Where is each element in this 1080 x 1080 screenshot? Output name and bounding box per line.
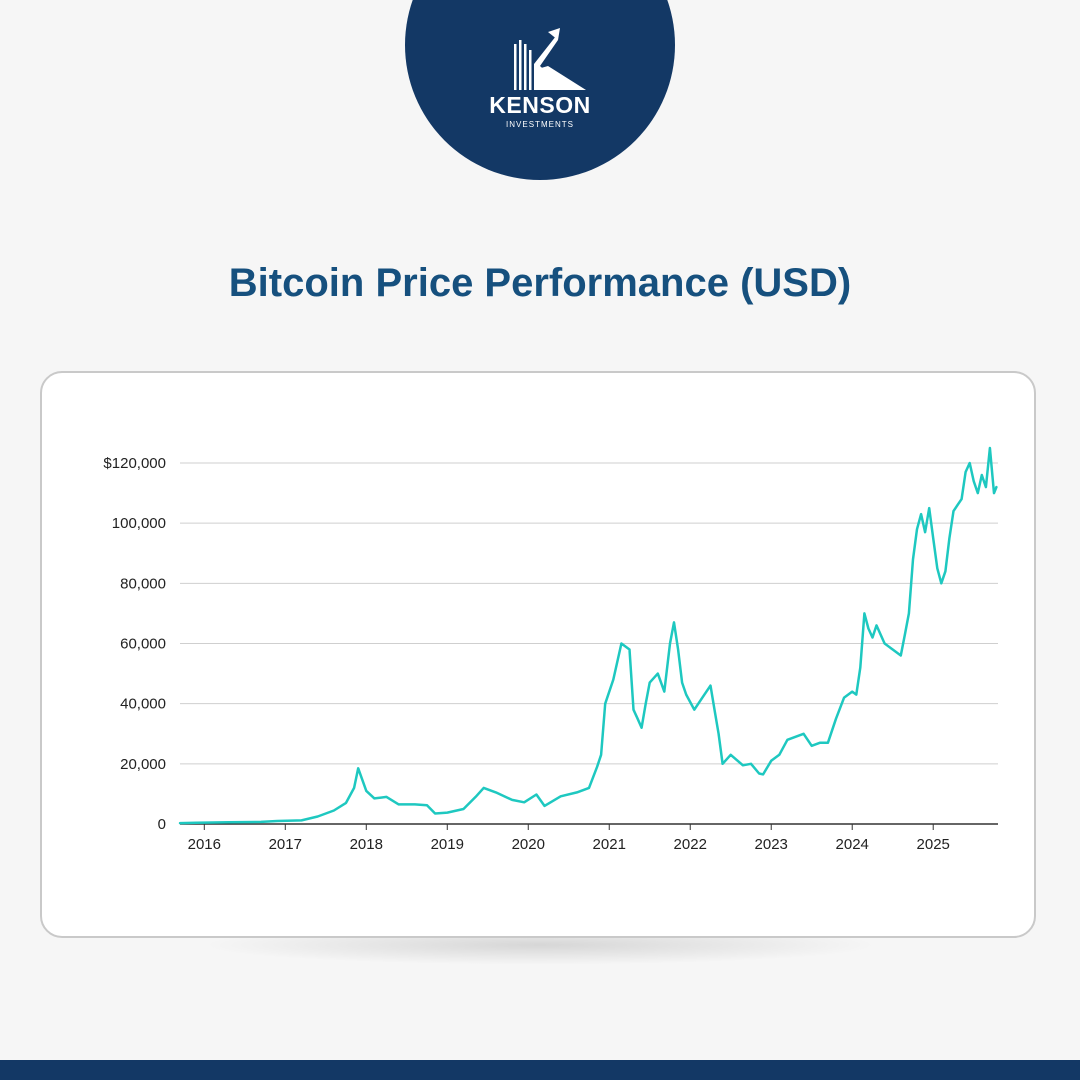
x-tick-label: 2021 bbox=[593, 836, 626, 853]
brand-subtitle: INVESTMENTS bbox=[506, 120, 574, 129]
x-tick-label: 2022 bbox=[674, 836, 707, 853]
kenson-logo-icon bbox=[514, 28, 586, 90]
x-tick-label: 2018 bbox=[350, 836, 383, 853]
x-tick-label: 2023 bbox=[755, 836, 788, 853]
price-chart: 0 20,000 40,000 60,000 80,000 100,000 $120,000… bbox=[103, 446, 998, 853]
y-tick-label: 60,000 bbox=[120, 636, 166, 653]
footer-bar bbox=[0, 1060, 1080, 1080]
chart-title: Bitcoin Price Performance (USD) bbox=[228, 261, 852, 305]
y-tick-label: 100,000 bbox=[112, 515, 166, 532]
x-tick-label: 2019 bbox=[431, 836, 464, 853]
x-tick-label: 2020 bbox=[512, 836, 545, 853]
chart-card: 0 20,000 40,000 60,000 80,000 100,000 $120,000… bbox=[40, 371, 1036, 938]
y-tick-label: 40,000 bbox=[120, 696, 166, 713]
y-tick-label: 0 bbox=[158, 816, 166, 833]
y-tick-label: 80,000 bbox=[120, 575, 166, 592]
y-tick-label: 20,000 bbox=[120, 756, 166, 773]
x-tick-label: 2016 bbox=[188, 836, 221, 853]
x-tick-label: 2025 bbox=[917, 836, 950, 853]
x-tick-label: 2024 bbox=[836, 836, 869, 853]
brand-name: KENSON bbox=[489, 92, 591, 118]
y-tick-label: $120,000 bbox=[103, 455, 166, 472]
price-line bbox=[178, 446, 998, 825]
x-tick-label: 2017 bbox=[269, 836, 302, 853]
